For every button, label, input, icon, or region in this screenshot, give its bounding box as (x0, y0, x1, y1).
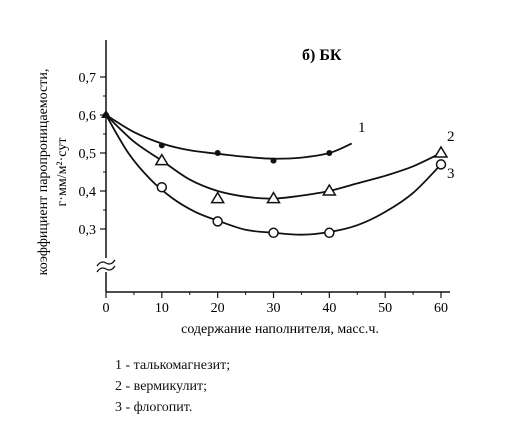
series-2-point (266, 191, 281, 204)
axes (96, 40, 450, 293)
markers: 1 2 3 (101, 110, 455, 239)
series-2-point (322, 183, 337, 196)
y-axis-break-mark (96, 265, 116, 273)
x-tick-label: 40 (322, 301, 336, 316)
legend-item-3: 3 - флогопит. (115, 400, 193, 415)
y-axis-label-line1: коэффициент паропроницаемости, (36, 69, 51, 276)
series-3-name-label: 3 (447, 166, 455, 182)
series-1-point (326, 150, 333, 156)
series-2-name-label: 2 (447, 129, 455, 145)
y-axis-label-line2: г·мм/м²·сут (55, 138, 70, 207)
series-1-name-label: 1 (358, 120, 366, 136)
y-tick-label: 0,4 (79, 185, 97, 200)
series-1-point (270, 157, 277, 164)
y-tick-label: 0,6 (79, 109, 97, 124)
series-2-point (154, 153, 170, 166)
legend-item-1: 1 - талькомагнезит; (115, 358, 231, 373)
x-tick-label: 30 (267, 301, 281, 316)
x-axis-label: содержание наполнителя, масс.ч. (181, 322, 379, 337)
series-3-point (324, 227, 335, 239)
legend-item-2: 2 - вермикулит; (115, 379, 208, 394)
x-tick-label: 20 (211, 301, 225, 316)
legend: 1 - талькомагнезит; 2 - вермикулит; 3 - … (115, 355, 230, 418)
x-tick-label: 10 (155, 301, 169, 316)
series-3-point (156, 181, 168, 193)
series-3-point (268, 227, 279, 239)
series-2-point (433, 145, 449, 158)
x-tick-label: 0 (103, 301, 110, 316)
ticks: 0,3 0,4 0,5 0,6 0,7 0 10 20 30 40 50 60 (79, 71, 449, 316)
y-tick-label: 0,3 (79, 223, 97, 238)
y-axis-break-mark (96, 259, 116, 267)
x-tick-label: 60 (434, 301, 448, 316)
series-1-point (158, 142, 165, 149)
series-1-point (214, 150, 221, 156)
labels: б) БК содержание наполнителя, масс.ч. ко… (36, 47, 379, 337)
y-tick-label: 0,5 (79, 147, 97, 162)
series-3-line (105, 114, 442, 236)
series-1-line (105, 114, 353, 160)
panel-label: б) БК (302, 47, 342, 64)
origin-point (101, 110, 111, 118)
y-tick-label: 0,7 (79, 71, 97, 86)
series-2-point (210, 191, 225, 204)
series-3-point (212, 216, 223, 227)
series-3-point (435, 159, 447, 170)
curves (105, 114, 442, 236)
x-tick-label: 50 (378, 301, 392, 316)
